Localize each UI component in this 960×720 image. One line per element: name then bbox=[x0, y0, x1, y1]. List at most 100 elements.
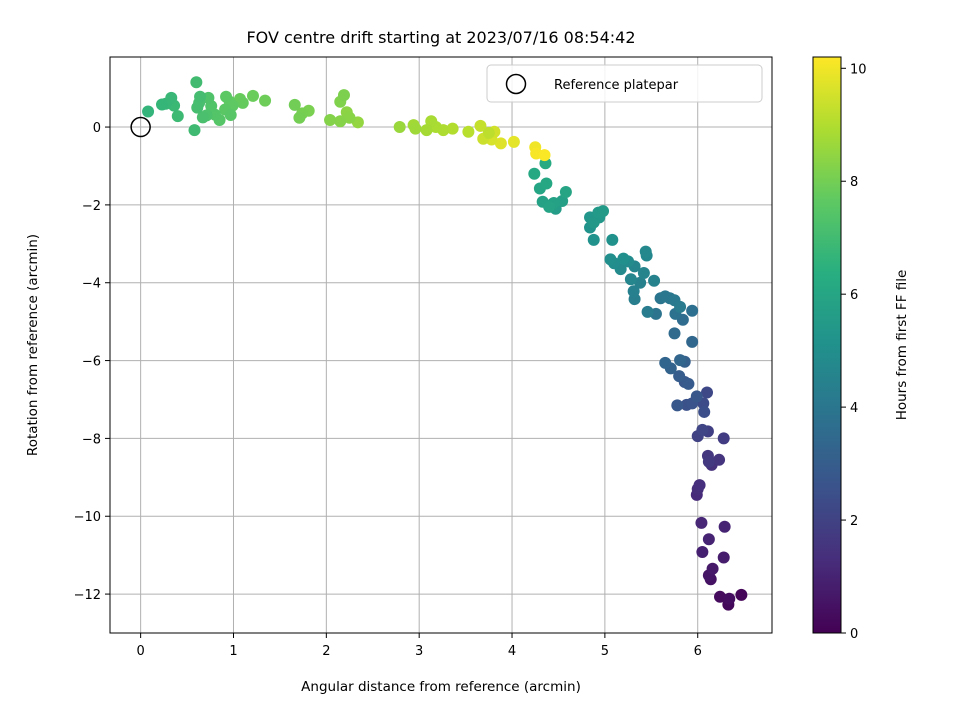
data-point bbox=[671, 399, 684, 412]
data-point bbox=[702, 455, 715, 468]
y-tick-label: −6 bbox=[82, 355, 101, 370]
colorbar-tick-label: 6 bbox=[850, 288, 858, 303]
data-point bbox=[293, 111, 306, 124]
x-axis-label: Angular distance from reference (arcmin) bbox=[301, 679, 581, 695]
colorbar-tick-label: 10 bbox=[850, 62, 867, 77]
data-point bbox=[696, 546, 709, 559]
data-point bbox=[155, 98, 168, 111]
legend-marker bbox=[505, 73, 527, 95]
colorbar-gradient bbox=[812, 56, 842, 634]
data-point bbox=[674, 354, 687, 367]
data-point bbox=[637, 267, 650, 279]
data-point bbox=[393, 121, 406, 134]
legend: Reference platepar bbox=[486, 64, 763, 103]
x-tick-label: 2 bbox=[322, 644, 330, 659]
data-point bbox=[617, 252, 630, 265]
data-point bbox=[624, 273, 637, 286]
data-point bbox=[659, 356, 672, 369]
data-point bbox=[627, 285, 640, 298]
data-point bbox=[494, 137, 507, 150]
plot-frame bbox=[109, 56, 773, 634]
colorbar-tick-label: 4 bbox=[850, 401, 858, 416]
data-point bbox=[714, 590, 727, 603]
data-point bbox=[701, 386, 714, 399]
data-point bbox=[686, 304, 699, 317]
y-tick-label: 0 bbox=[93, 121, 101, 136]
data-point bbox=[695, 516, 708, 529]
data-point bbox=[482, 126, 495, 139]
y-tick-label: −8 bbox=[82, 432, 101, 447]
data-point bbox=[674, 300, 687, 313]
data-point bbox=[194, 90, 207, 103]
data-point bbox=[288, 98, 301, 111]
data-point bbox=[634, 276, 647, 289]
data-point bbox=[191, 101, 204, 114]
colorbar-tick-label: 0 bbox=[850, 627, 858, 642]
data-point bbox=[343, 111, 356, 124]
data-point bbox=[446, 122, 459, 135]
data-point bbox=[409, 122, 422, 135]
y-axis-label: Rotation from reference (arcmin) bbox=[25, 234, 41, 456]
data-point bbox=[717, 551, 730, 564]
data-point bbox=[587, 233, 600, 246]
data-point bbox=[462, 125, 475, 138]
y-tick-label: −2 bbox=[82, 199, 101, 214]
data-point bbox=[597, 205, 610, 218]
data-point bbox=[693, 479, 706, 492]
colorbar-label: Hours from first FF file bbox=[894, 270, 910, 421]
data-point bbox=[702, 533, 715, 546]
data-point bbox=[420, 124, 433, 137]
x-tick-label: 4 bbox=[508, 644, 516, 659]
data-point bbox=[696, 423, 709, 436]
data-point bbox=[698, 405, 711, 418]
data-point bbox=[682, 377, 695, 390]
data-point bbox=[188, 124, 201, 137]
plot-area: 0 1 2 3 4 5 6 0 −2 −4 −6 −8 −10 −12 bbox=[74, 56, 773, 659]
x-tick-label: 1 bbox=[229, 644, 237, 659]
y-tick-label: −4 bbox=[82, 277, 101, 292]
data-point bbox=[224, 108, 237, 121]
colorbar-tick-label: 2 bbox=[850, 514, 858, 529]
data-point bbox=[648, 274, 661, 287]
data-point bbox=[641, 305, 654, 318]
legend-box bbox=[486, 64, 763, 103]
x-tick-label: 6 bbox=[694, 644, 702, 659]
data-point bbox=[220, 90, 233, 103]
data-point bbox=[507, 135, 520, 148]
data-point bbox=[259, 94, 272, 107]
data-point bbox=[474, 119, 487, 132]
data-point bbox=[659, 290, 672, 303]
data-point bbox=[686, 335, 699, 348]
y-tick-label: −12 bbox=[74, 588, 101, 603]
data-point bbox=[639, 245, 652, 258]
data-point bbox=[246, 89, 259, 102]
data-point bbox=[717, 432, 730, 445]
chart-title: FOV centre drift starting at 2023/07/16 … bbox=[246, 28, 635, 47]
colorbar-ticks: 0 2 4 6 8 10 bbox=[841, 62, 867, 642]
data-point bbox=[559, 186, 572, 199]
data-point bbox=[196, 111, 209, 124]
data-point bbox=[171, 110, 184, 123]
data-point bbox=[236, 96, 249, 109]
data-point bbox=[324, 114, 337, 127]
data-point bbox=[587, 216, 600, 229]
data-point bbox=[668, 327, 681, 340]
x-tick-label: 0 bbox=[136, 644, 144, 659]
data-point bbox=[334, 115, 347, 128]
data-point bbox=[604, 253, 617, 266]
colorbar-tick-label: 8 bbox=[850, 175, 858, 190]
data-point bbox=[673, 370, 686, 383]
colorbar: 0 2 4 6 8 10 Hours from first FF file bbox=[812, 56, 910, 642]
legend-label: Reference platepar bbox=[554, 78, 679, 93]
data-point bbox=[538, 149, 551, 162]
data-point bbox=[190, 76, 203, 89]
data-point bbox=[723, 592, 736, 605]
data-point bbox=[142, 105, 155, 118]
data-point bbox=[425, 115, 438, 128]
x-tick-label: 3 bbox=[415, 644, 423, 659]
data-point bbox=[690, 390, 703, 403]
data-point bbox=[706, 562, 719, 575]
x-tick-label: 5 bbox=[601, 644, 609, 659]
data-point bbox=[528, 167, 541, 180]
